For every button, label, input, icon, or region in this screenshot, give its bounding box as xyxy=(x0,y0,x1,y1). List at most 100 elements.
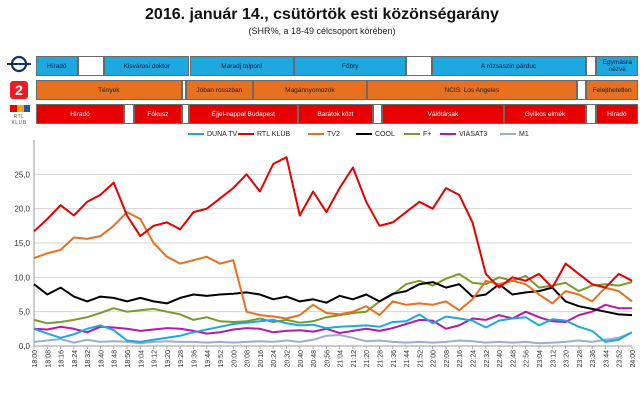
series-line-m1 xyxy=(33,331,633,345)
series-line-f+ xyxy=(33,272,633,325)
x-tick-label: 21:52 xyxy=(417,350,424,368)
legend-label: M1 xyxy=(519,130,529,138)
programme-block: Magánnyomozók xyxy=(252,80,368,100)
legend-swatch xyxy=(188,133,204,135)
x-tick-label: 19:44 xyxy=(205,350,212,368)
x-tick-label: 23:28 xyxy=(577,350,584,368)
x-tick-label: 21:36 xyxy=(391,350,398,368)
legend-label: RTL KLUB xyxy=(257,130,291,138)
duna-tv-logo xyxy=(7,55,31,73)
legend-item: M1 xyxy=(500,129,529,139)
series-line-viasat3 xyxy=(33,303,632,335)
schedule-gap xyxy=(586,104,596,124)
x-tick-label: 19:28 xyxy=(178,350,185,368)
svg-text:2: 2 xyxy=(15,82,23,98)
programme-block: Válótársak xyxy=(382,104,504,124)
y-tick-label: 10,0 xyxy=(14,273,30,282)
legend-label: DUNA TV xyxy=(207,130,238,138)
legend-label: COOL xyxy=(375,130,395,138)
legend-swatch xyxy=(308,133,324,135)
x-tick-label: 22:16 xyxy=(457,350,464,368)
legend-swatch xyxy=(404,133,420,135)
x-tick-label: 22:56 xyxy=(524,350,531,368)
y-tick-label: 25,0 xyxy=(14,170,30,179)
x-tick-label: 20:48 xyxy=(311,350,318,368)
x-axis: 18:00 18:08 18:16 18:24 18:32 18:40 18:48 18:56… xyxy=(32,346,637,368)
x-tick-label: 20:08 xyxy=(245,350,252,368)
x-tick-label: 18:32 xyxy=(85,350,92,368)
x-tick-label: 22:40 xyxy=(497,350,504,368)
legend-item: TV2 xyxy=(308,129,340,139)
schedule-gap xyxy=(406,56,432,76)
x-tick-label: 20:00 xyxy=(231,350,238,368)
y-tick-label: 15,0 xyxy=(14,239,30,248)
x-tick-label: 19:36 xyxy=(191,350,198,368)
programme-block: Éjjel-nappal Budapest xyxy=(188,104,298,124)
x-tick-label: 18:08 xyxy=(45,350,52,368)
x-tick-label: 24:00 xyxy=(630,350,637,368)
legend-swatch xyxy=(238,133,254,135)
x-tick-label: 22:08 xyxy=(444,350,451,368)
x-tick-label: 23:20 xyxy=(564,350,571,368)
x-tick-label: 21:20 xyxy=(364,350,371,368)
x-tick-label: 18:48 xyxy=(112,350,119,368)
schedule-gap xyxy=(77,56,105,76)
share-line-chart: 0,05,010,015,020,025,0 18:00 18:08 18:16 18… xyxy=(14,140,637,368)
x-tick-label: 21:12 xyxy=(351,350,358,368)
x-tick-label: 18:00 xyxy=(32,350,39,368)
x-tick-label: 18:56 xyxy=(125,350,132,368)
programme-block: Főbry xyxy=(294,56,407,76)
x-tick-label: 23:12 xyxy=(550,350,557,368)
x-tick-label: 19:52 xyxy=(218,350,225,368)
programme-block: Egymásra nézve xyxy=(596,56,638,76)
tv2-logo: 2 xyxy=(10,81,28,99)
programme-block: Barátok közt xyxy=(297,104,374,124)
programme-block: Híradó xyxy=(36,104,124,124)
x-tick-label: 23:52 xyxy=(617,350,624,368)
schedule-gap xyxy=(373,104,383,124)
schedule-gap xyxy=(576,80,587,100)
tv2-schedule-row: Tények Jóban rosszban Magánnyomozók NCIS: L… xyxy=(36,80,638,100)
programme-block: Jóban rosszban xyxy=(185,80,253,100)
legend-item: F+ xyxy=(404,129,431,139)
programme-block: A rózsaszín párduc xyxy=(431,56,586,76)
x-tick-label: 23:44 xyxy=(603,350,610,368)
y-tick-label: 0,0 xyxy=(19,342,31,351)
x-tick-label: 22:48 xyxy=(510,350,517,368)
programme-block: Híradó xyxy=(36,56,78,76)
rtl-klub-logo xyxy=(10,105,30,112)
legend-label: TV2 xyxy=(327,130,340,138)
schedule-gap xyxy=(181,80,186,100)
programme-block: Maradj talpon! xyxy=(189,56,295,76)
x-tick-label: 20:24 xyxy=(271,350,278,368)
chart-series xyxy=(33,156,633,345)
x-tick-label: 19:04 xyxy=(138,350,145,368)
x-tick-label: 19:12 xyxy=(152,350,159,368)
rtl-schedule-row: Híradó Fókusz Éjjel-nappal Budapest Barátok… xyxy=(36,104,638,124)
x-tick-label: 22:00 xyxy=(431,350,438,368)
programme-block: Felejthetetlen xyxy=(586,80,638,100)
x-tick-label: 22:24 xyxy=(471,350,478,368)
x-tick-label: 20:40 xyxy=(298,350,305,368)
x-tick-label: 22:32 xyxy=(484,350,491,368)
legend-item: COOL xyxy=(356,129,395,139)
x-tick-label: 21:44 xyxy=(404,350,411,368)
chart-title: 2016. január 14., csütörtök esti közönsé… xyxy=(145,6,499,23)
schedule-gap xyxy=(123,104,135,124)
programme-block: Fókusz xyxy=(134,104,182,124)
x-tick-label: 19:20 xyxy=(165,350,172,368)
legend-label: F+ xyxy=(423,130,432,138)
series-line-duna-tv xyxy=(33,313,633,343)
programme-block: Kisvárosi doktor xyxy=(104,56,190,76)
x-tick-label: 21:28 xyxy=(378,350,385,368)
x-tick-label: 20:56 xyxy=(324,350,331,368)
legend-swatch xyxy=(440,133,456,135)
x-tick-label: 18:40 xyxy=(98,350,105,368)
rtl-klub-logo-text: RTL KLUB xyxy=(11,114,27,126)
legend-label: VIASAT3 xyxy=(459,130,488,138)
chart-subtitle: (SHR%, a 18-49 célcsoport körében) xyxy=(248,26,396,36)
legend-item: VIASAT3 xyxy=(440,129,487,139)
legend-item: DUNA TV xyxy=(188,129,237,139)
schedule-gap xyxy=(181,104,189,124)
x-tick-label: 20:32 xyxy=(284,350,291,368)
